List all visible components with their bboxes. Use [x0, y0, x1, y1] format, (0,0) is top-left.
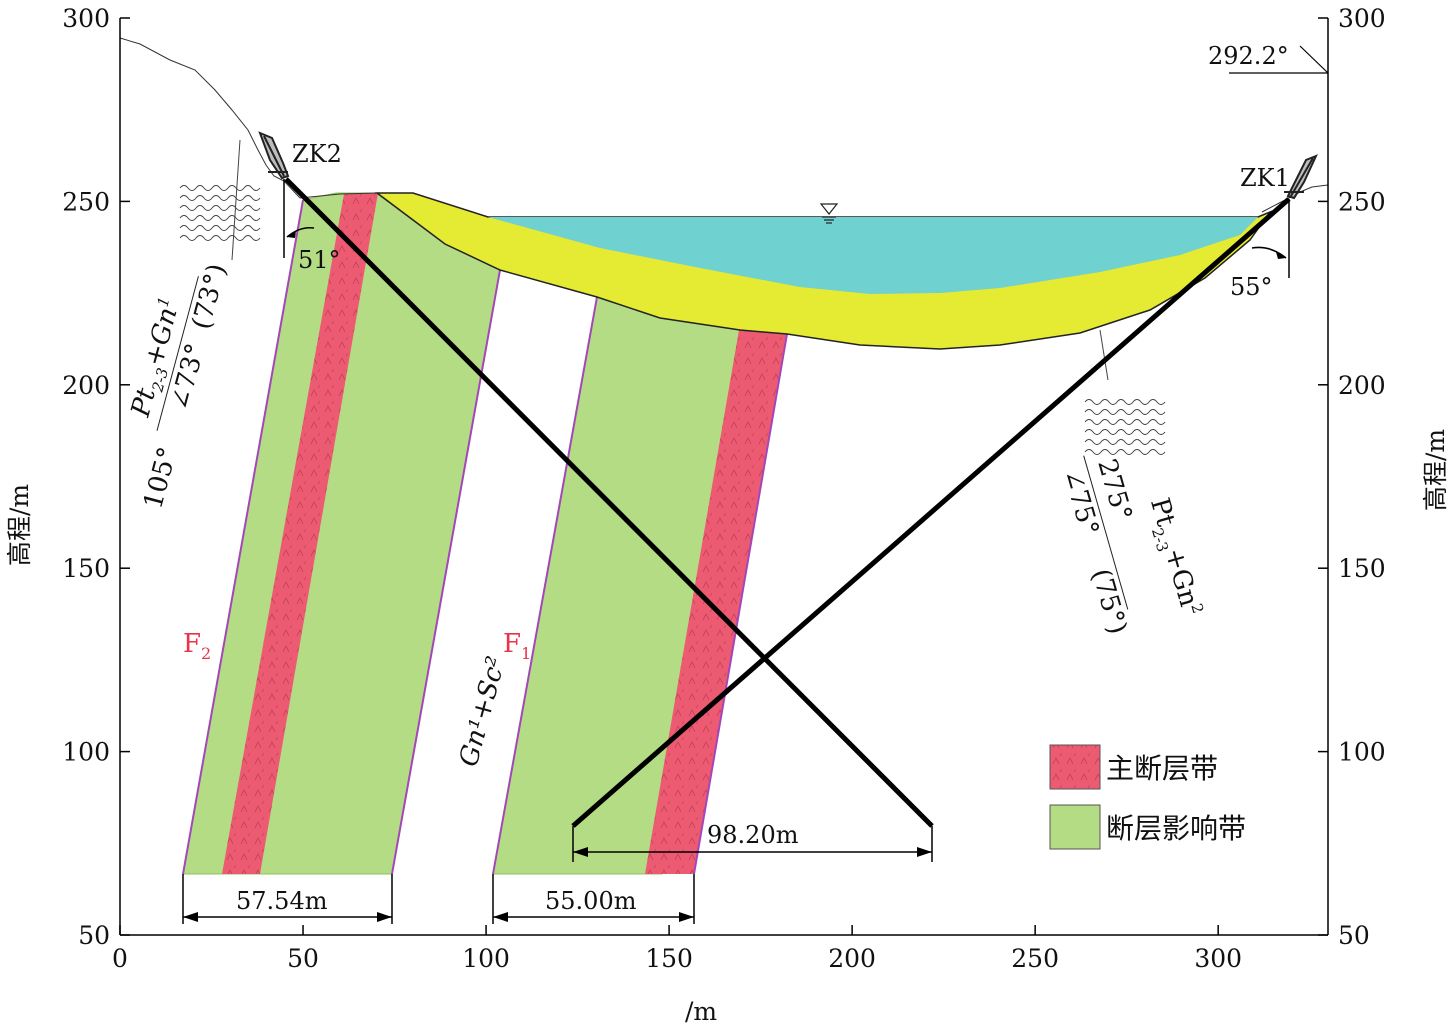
- y-tick-label: 300: [62, 4, 110, 33]
- rock-unit-right: 275° Pt2-3+Gn2 ∠75° (75°): [1057, 455, 1207, 638]
- rock-unit-center: Gn¹+Sc²: [454, 653, 512, 769]
- y-tick-label: 50: [1338, 921, 1370, 950]
- borehole-label-zk2: ZK2: [292, 140, 342, 168]
- x-tick-label: 200: [828, 944, 876, 973]
- elevation-mark-label: 292.2°: [1208, 42, 1289, 70]
- y-tick-label: 100: [62, 738, 110, 767]
- water-body: [488, 217, 1258, 294]
- y-tick-label: 300: [1338, 4, 1386, 33]
- right-dip-alt: (75°): [1085, 566, 1132, 638]
- y-tick-label: 200: [62, 371, 110, 400]
- left-attitude: 105°: [138, 444, 183, 512]
- y-tick-label: 150: [62, 554, 110, 583]
- x-axis: 0 50 100 150 200 250 300: [112, 925, 1242, 973]
- dimension-98-20: [572, 826, 933, 862]
- borehole-label-zk1: ZK1: [1240, 164, 1290, 192]
- fault-label-f1: F1: [503, 629, 531, 663]
- x-tick-label: 150: [645, 944, 693, 973]
- y-axis-label-left: 高程/m: [5, 484, 34, 566]
- dimension-55-00: [492, 874, 695, 924]
- main-fault-f2: [222, 193, 378, 874]
- y-tick-label: 250: [62, 187, 110, 216]
- dimension-57-54: [182, 874, 393, 924]
- water-level-icon: [819, 203, 839, 224]
- legend-swatch-influence: [1049, 804, 1101, 850]
- x-tick-label: 0: [112, 944, 128, 973]
- drill-rig-icon: [1284, 154, 1318, 200]
- right-formula: Pt2-3+Gn2: [1140, 494, 1207, 620]
- ground-surface: [119, 37, 1329, 213]
- x-tick-label: 250: [1011, 944, 1059, 973]
- x-tick-label: 100: [462, 944, 510, 973]
- y-axis-right: 300 250 200 150 100 50: [1318, 4, 1386, 950]
- dimension-label: 98.20m: [707, 821, 799, 849]
- legend-label: 主断层带: [1106, 752, 1218, 785]
- borehole-zk2: [283, 177, 934, 828]
- y-tick-label: 250: [1338, 187, 1386, 216]
- angle-label-zk1: 55°: [1230, 273, 1273, 301]
- y-tick-label: 150: [1338, 554, 1386, 583]
- dimension-label: 57.54m: [236, 887, 328, 915]
- y-tick-label: 200: [1338, 371, 1386, 400]
- main-fault-f1: [645, 330, 787, 874]
- x-tick-label: 50: [287, 944, 319, 973]
- rock-unit-left: Pt2-3+Gn1 105° ∠73° (73°): [126, 261, 233, 513]
- fault-label-f2: F2: [183, 629, 211, 663]
- drill-rig-icon: [258, 131, 290, 180]
- y-axis-label-right: 高程/m: [1421, 429, 1449, 511]
- legend-swatch-main-fault: [1049, 744, 1101, 790]
- y-tick-label: 100: [1338, 738, 1386, 767]
- dimension-label: 55.00m: [545, 887, 637, 915]
- rock-texture-right: [1084, 329, 1166, 455]
- left-dip-alt: (73°): [186, 261, 232, 333]
- borehole-zk1: [571, 197, 1291, 828]
- legend: 主断层带 断层影响带: [1049, 744, 1246, 850]
- angle-label-zk2: 51°: [298, 246, 341, 274]
- y-axis-left: 300 250 200 150 100 50: [62, 4, 130, 950]
- y-tick-label: 50: [78, 921, 110, 950]
- legend-label: 断层影响带: [1106, 812, 1246, 845]
- elevation-mark: 292.2°: [1208, 42, 1329, 74]
- rock-texture-left: [179, 139, 261, 261]
- fault-edge-lines: [182, 199, 788, 875]
- plot-frame: [119, 18, 1329, 936]
- x-tick-label: 300: [1194, 944, 1242, 973]
- x-axis-label: /m: [685, 997, 717, 1026]
